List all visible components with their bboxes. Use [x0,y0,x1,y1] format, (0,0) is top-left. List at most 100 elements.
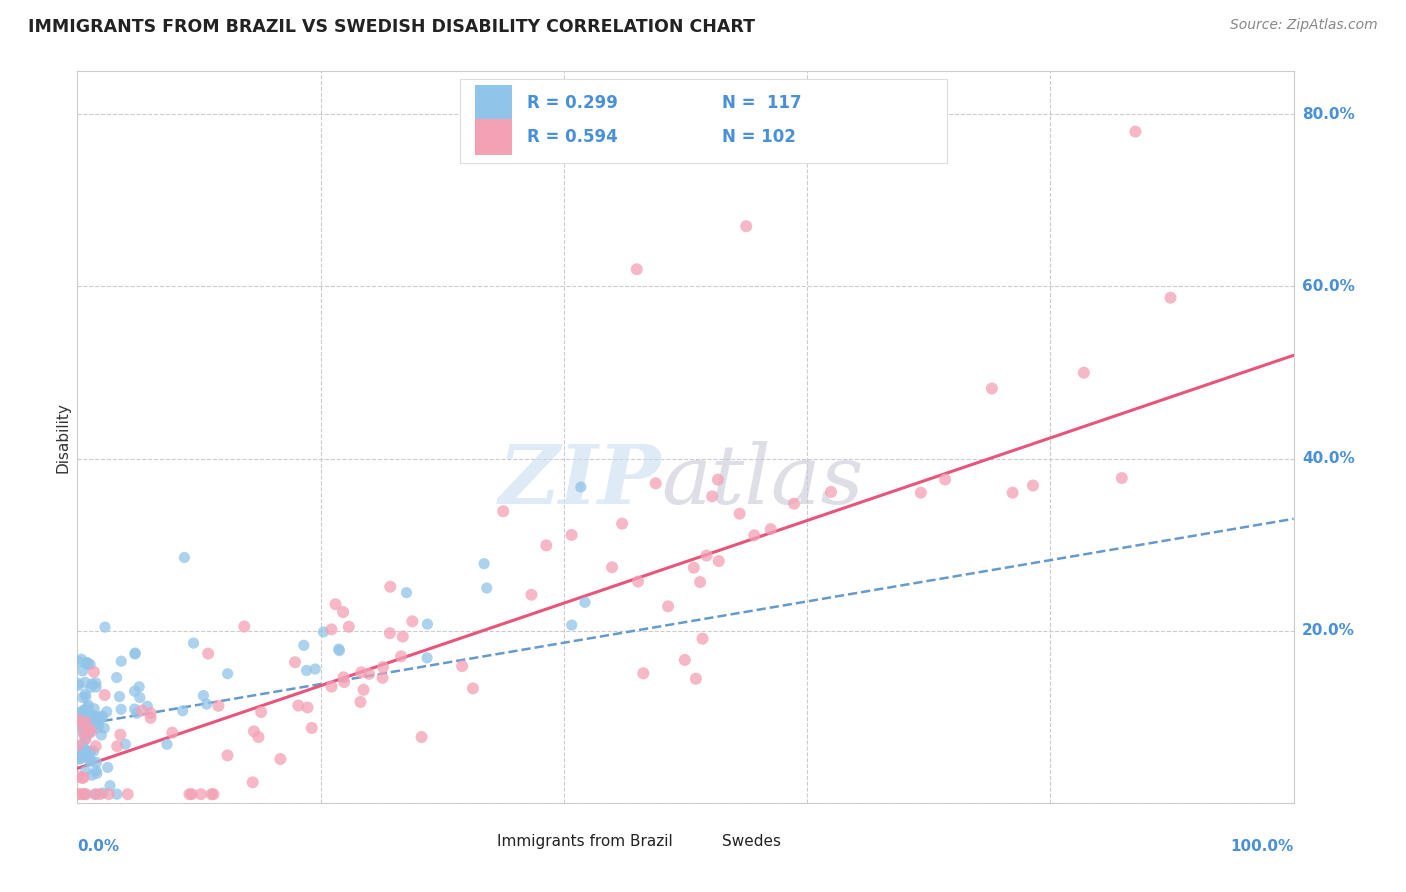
Point [69,714,91,728]
Point [110,654,132,668]
Point [783,497,806,511]
Point [70,705,93,719]
Point [190,787,212,801]
Point [371,660,394,674]
Point [673,653,696,667]
Point [644,476,666,491]
Point [86,766,108,780]
Point [735,219,758,234]
Point [69,787,91,801]
Point [333,675,356,690]
Text: 0.0%: 0.0% [77,839,120,855]
Text: 100.0%: 100.0% [1230,839,1294,855]
Point [86,756,108,770]
Point [472,557,495,571]
Point [83,702,105,716]
Point [627,574,650,589]
Point [202,787,225,801]
Point [69,752,91,766]
Point [321,623,343,637]
Point [84,709,107,723]
Point [128,690,150,705]
Point [600,560,623,574]
Point [350,665,373,680]
Point [80,754,103,768]
Point [207,698,229,713]
Point [217,748,239,763]
Point [131,704,153,718]
Point [84,680,107,694]
Point [87,714,110,728]
Point [325,597,347,611]
Point [292,638,315,652]
Point [89,787,111,801]
Point [304,662,326,676]
Point [98,779,121,793]
Point [93,688,115,702]
Point [391,630,413,644]
Point [76,744,98,758]
Point [80,723,103,737]
Point [195,697,218,711]
Point [75,731,97,746]
Point [75,702,97,716]
Y-axis label: Disability: Disability [55,401,70,473]
Text: R = 0.299: R = 0.299 [527,94,619,112]
Text: Source: ZipAtlas.com: Source: ZipAtlas.com [1230,18,1378,32]
Point [79,657,101,672]
Point [520,588,543,602]
Point [269,752,291,766]
Point [173,550,195,565]
Point [73,771,96,785]
Point [321,680,343,694]
Point [657,599,679,614]
Point [75,675,97,690]
Point [80,677,103,691]
Point [492,504,515,518]
Point [72,744,94,758]
Point [124,702,146,716]
Point [728,507,751,521]
Point [1022,478,1045,492]
Point [411,730,433,744]
Point [82,744,104,758]
Point [284,655,307,669]
Text: 40.0%: 40.0% [1302,451,1354,467]
Point [337,620,360,634]
Point [124,647,146,661]
Point [83,709,105,723]
Point [110,728,132,742]
Point [689,574,711,589]
Point [73,725,96,739]
Point [75,704,97,718]
Point [180,787,202,801]
Text: N =  117: N = 117 [721,94,801,112]
Point [77,698,100,713]
Point [75,731,97,746]
Point [250,705,273,719]
Point [934,473,956,487]
Point [162,725,184,739]
Point [380,580,402,594]
Point [70,652,93,666]
Point [626,262,648,277]
Point [67,655,90,669]
Point [70,716,93,731]
Point [416,617,439,632]
Bar [475,85,512,121]
Point [172,704,194,718]
Point [84,739,107,753]
Point [72,737,94,751]
Point [97,787,120,801]
Point [395,585,418,599]
Point [536,538,558,552]
Point [139,711,162,725]
Point [91,786,114,800]
Point [72,787,94,801]
Point [124,646,146,660]
Point [633,666,655,681]
Point [67,676,90,690]
Text: Immigrants from Brazil: Immigrants from Brazil [496,834,672,849]
Point [108,690,131,704]
Point [76,657,98,672]
